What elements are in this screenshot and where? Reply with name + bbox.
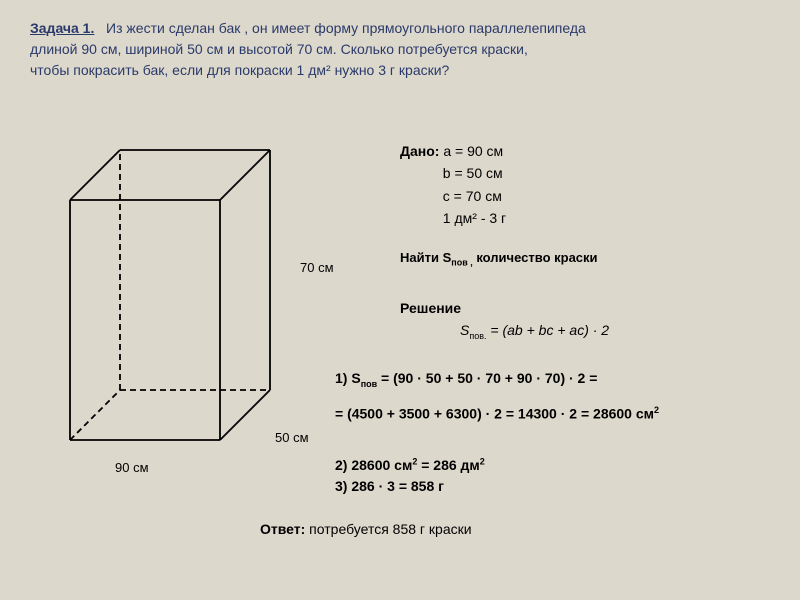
solution-header: Решение <box>400 300 461 316</box>
step1b-sup: 2 <box>654 405 659 415</box>
given-rate: 1 дм² - 3 г <box>443 210 506 226</box>
step2-l1a: 2) 28600 см <box>335 457 412 473</box>
answer-text: потребуется 858 г краски <box>305 521 471 537</box>
problem-line2: длиной 90 см, шириной 50 см и высотой 70… <box>30 41 528 57</box>
answer-bold: Ответ: <box>260 521 305 537</box>
find-block: Найти Sпов , количество краски <box>400 250 660 268</box>
calc-step1b: = (4500 + 3500 + 6300) · 2 = 14300 · 2 =… <box>335 405 659 422</box>
problem-statement: Задача 1. Из жести сделан бак , он имеет… <box>30 18 770 81</box>
problem-title-bold: Задача 1. <box>30 20 94 36</box>
step1-sub: пов <box>361 379 377 389</box>
find-sub: пов , <box>451 258 472 268</box>
cuboid-diagram <box>50 140 280 470</box>
find-t1: Найти S <box>400 250 451 265</box>
label-length: 90 см <box>115 460 149 475</box>
step1-rest: = (90 · 50 + 50 · 70 + 90 · 70) · 2 = <box>377 370 597 386</box>
formula-sub: пов. <box>469 331 486 341</box>
given-header: Дано: <box>400 143 439 159</box>
calc-step2: 2) 28600 см2 = 286 дм2 3) 286 · 3 = 858 … <box>335 455 485 497</box>
formula-lhs: S <box>460 322 469 338</box>
label-width: 50 см <box>275 430 309 445</box>
formula-rhs: = (ab + bc + ac) · 2 <box>487 322 610 338</box>
given-b: b = 50 см <box>443 165 503 181</box>
calc-step1: 1) Sпов = (90 · 50 + 50 · 70 + 90 · 70) … <box>335 370 597 389</box>
surface-formula: Sпов. = (ab + bc + ac) · 2 <box>460 322 609 341</box>
step2-l1b: = 286 дм <box>417 457 479 473</box>
label-height: 70 см <box>300 260 334 275</box>
step1b-t: = (4500 + 3500 + 6300) · 2 = 14300 · 2 =… <box>335 406 654 422</box>
given-c: c = 70 см <box>443 188 502 204</box>
given-a: a = 90 см <box>443 143 503 159</box>
step2-l2: 3) 286 · 3 = 858 г <box>335 478 444 494</box>
given-block: Дано: a = 90 см b = 50 см c = 70 см 1 дм… <box>400 140 506 230</box>
problem-line3: чтобы покрасить бак, если для покраски 1… <box>30 62 449 78</box>
problem-line1: Из жести сделан бак , он имеет форму пря… <box>106 20 586 36</box>
step2-s2: 2 <box>480 456 485 466</box>
answer-block: Ответ: потребуется 858 г краски <box>260 520 472 540</box>
find-t2: количество краски <box>473 250 598 265</box>
step1-t: 1) S <box>335 370 361 386</box>
